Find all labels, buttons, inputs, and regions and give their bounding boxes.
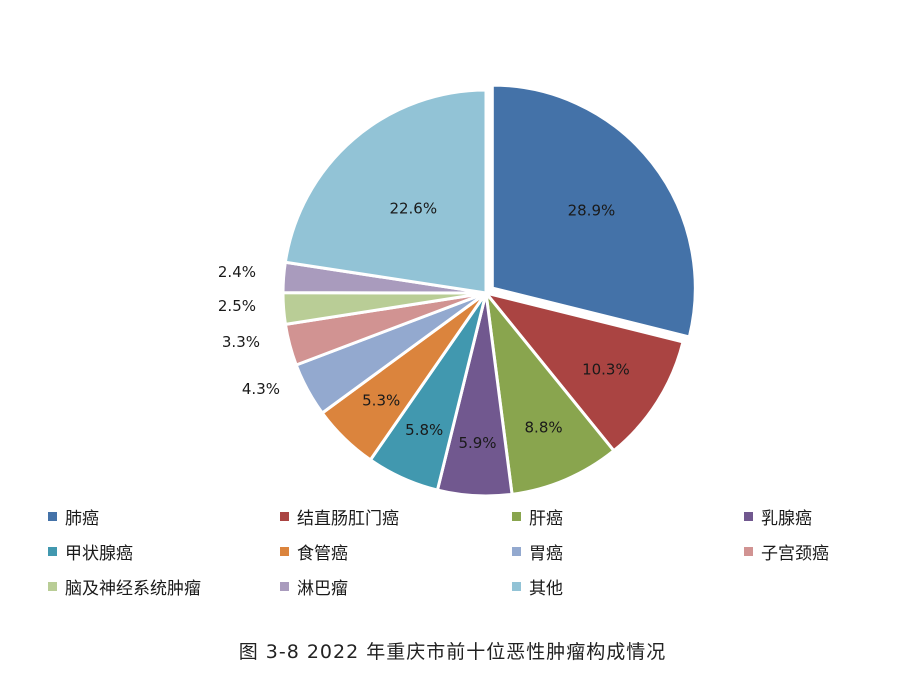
slice-label: 5.3%	[362, 392, 400, 410]
legend-swatch	[48, 581, 57, 591]
legend-swatch	[744, 546, 753, 556]
legend-label: 肺癌	[65, 508, 99, 529]
legend-label: 甲状腺癌	[65, 543, 133, 564]
slice-label: 4.3%	[242, 380, 280, 398]
slice-label: 5.9%	[458, 434, 496, 452]
figure-caption: 图 3-8 2022 年重庆市前十位恶性肿瘤构成情况	[238, 641, 667, 663]
legend-label: 淋巴瘤	[297, 578, 348, 599]
legend-item: 淋巴瘤	[280, 575, 512, 599]
legend-swatch	[512, 546, 521, 556]
legend-label: 胃癌	[529, 543, 563, 564]
pie-slice	[283, 88, 488, 295]
legend-item: 甲状腺癌	[48, 540, 280, 564]
legend-swatch	[48, 511, 57, 521]
legend-label: 其他	[529, 578, 563, 599]
slice-label: 8.8%	[525, 418, 563, 436]
legend-label: 食管癌	[297, 543, 348, 564]
slice-label: 2.5%	[218, 297, 256, 315]
legend-item: 其他	[512, 575, 744, 599]
legend-label: 子宫颈癌	[761, 543, 829, 564]
slice-label: 28.9%	[568, 202, 616, 220]
legend-swatch	[744, 511, 753, 521]
legend: 肺癌 结直肠肛门癌 肝癌 乳腺癌甲状腺癌 食管癌 胃癌 子宫颈癌脑及神经系统肿瘤 淋巴瘤 其他	[48, 505, 878, 599]
legend-label: 乳腺癌	[761, 508, 812, 529]
slice-label: 5.8%	[405, 421, 443, 439]
pie-slice	[484, 291, 685, 453]
legend-item: 肝癌	[512, 505, 744, 529]
legend-swatch	[280, 581, 289, 591]
legend-label: 肝癌	[529, 508, 563, 529]
legend-swatch	[280, 546, 289, 556]
legend-label: 脑及神经系统肿瘤	[65, 578, 201, 599]
legend-item: 胃癌	[512, 540, 744, 564]
slice-label: 2.4%	[218, 263, 256, 281]
legend-swatch	[48, 546, 57, 556]
legend-item: 食管癌	[280, 540, 512, 564]
legend-item: 肺癌	[48, 505, 280, 529]
legend-swatch	[280, 511, 289, 521]
legend-item: 子宫颈癌	[744, 540, 878, 564]
legend-item: 脑及神经系统肿瘤	[48, 575, 280, 599]
legend-label: 结直肠肛门癌	[297, 508, 399, 529]
legend-item: 结直肠肛门癌	[280, 505, 512, 529]
pie-chart: 28.9% 10.3% 8.8% 5.9% 5.8% 5.3% 4.3% 3.3% 2.5% 2.…	[218, 83, 697, 498]
slice-label: 10.3%	[582, 360, 630, 378]
slice-label: 22.6%	[389, 199, 437, 217]
legend-item: 乳腺癌	[744, 505, 878, 529]
legend-swatch	[512, 581, 521, 591]
pie-slice	[490, 83, 697, 339]
legend-swatch	[512, 511, 521, 521]
slice-label: 3.3%	[222, 333, 260, 351]
pie-slice	[484, 291, 616, 496]
